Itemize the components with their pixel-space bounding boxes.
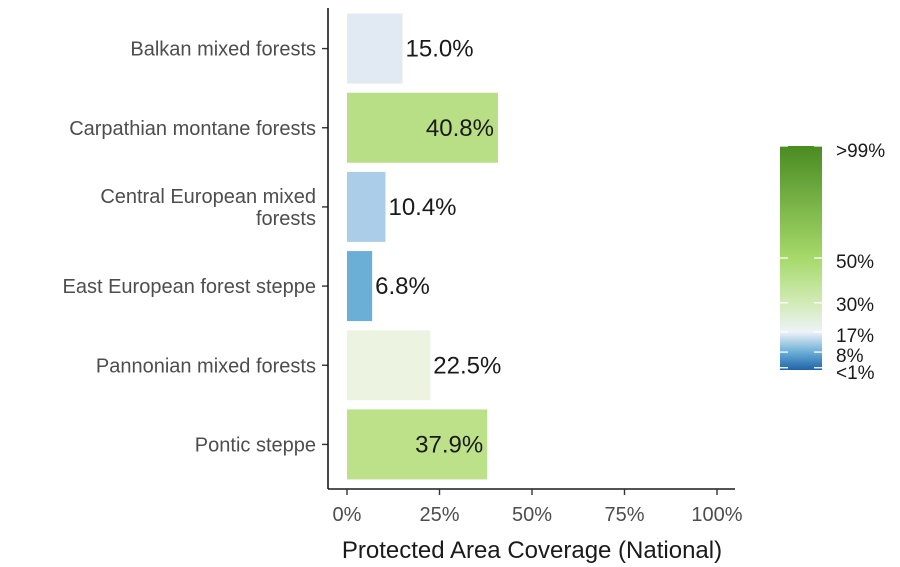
bar [347,409,488,480]
category-label: Pannonian mixed forests [96,355,316,377]
category-label: Central European mixed forests [100,186,316,230]
x-tick-label: 75% [604,504,644,526]
category-label-line: Carpathian montane forests [69,118,316,140]
category-label-line: Pannonian mixed forests [96,355,316,377]
value-label: 15.0% [406,36,474,63]
category-label: East European forest steppe [63,276,317,298]
bar [347,13,403,84]
x-tick-label: 25% [419,504,459,526]
colorbar-label: 50% [836,252,874,273]
category-label-line: Balkan mixed forests [130,39,316,61]
x-tick-label: 50% [512,504,552,526]
colorbar-label: 8% [836,346,864,367]
bar [347,330,431,401]
colorbar-label: 17% [836,326,874,347]
value-label: 6.8% [375,273,430,300]
bar [347,251,373,322]
category-labels: Balkan mixed forests Carpathian montane f… [63,39,328,456]
value-label: 40.8% [426,115,494,142]
category-label: Carpathian montane forests [69,118,316,140]
value-label: 10.4% [388,194,456,221]
category-label-line: Pontic steppe [195,434,316,456]
x-tick-label: 100% [691,504,742,526]
bars-layer: 15.0% 40.8% 10.4% 6.8% 22.5% 37.9% [347,13,501,480]
value-label: 37.9% [415,431,483,458]
category-label: Balkan mixed forests [130,39,316,61]
x-axis: 0% 25% 50% 75% 100% [327,8,743,526]
category-label-line: Central European mixed [100,186,316,208]
category-label: Pontic steppe [195,434,316,456]
colorbar-label: <1% [836,363,875,384]
colorbar-label: 30% [836,295,874,316]
bar [347,92,498,163]
x-tick-label: 0% [333,504,362,526]
x-axis-title: Protected Area Coverage (National) [342,537,722,564]
category-label-line: East European forest steppe [63,276,317,298]
colorbar-legend: >99% 50% 30% 17%8%<1% [780,141,885,384]
value-label: 22.5% [433,352,501,379]
bar [347,171,386,242]
category-label-line: forests [256,208,316,230]
colorbar-label: >99% [836,141,885,162]
